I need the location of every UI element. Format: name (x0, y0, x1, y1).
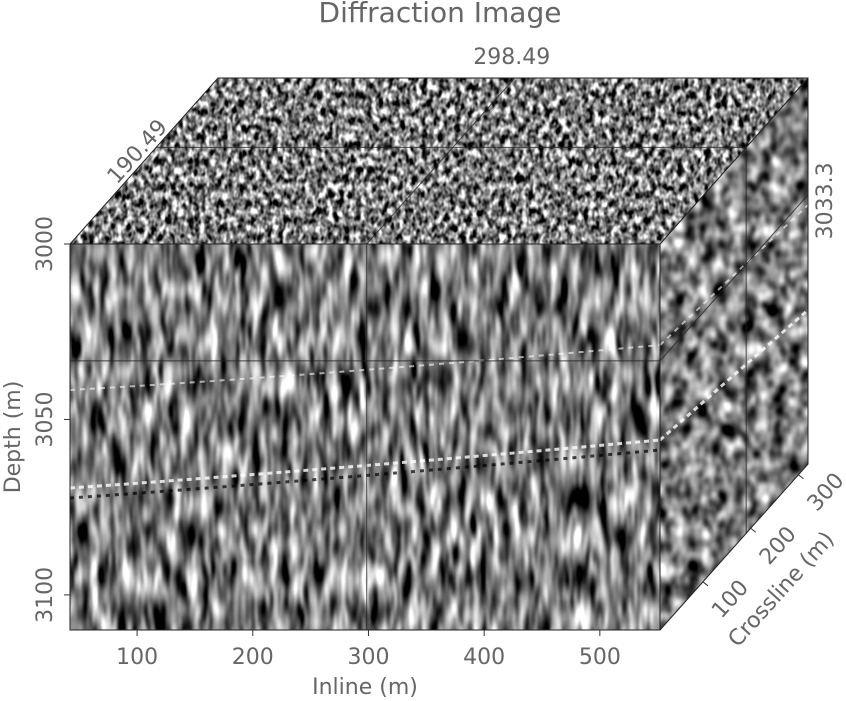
inline-slice (366, 77, 516, 245)
z-tick (750, 527, 757, 533)
depth-slice (659, 194, 809, 362)
y-axis-label: Depth (m) (1, 381, 26, 494)
z-tick (798, 474, 804, 480)
x-axis-label: Inline (m) (312, 675, 418, 700)
y-tick-label: 3100 (33, 567, 58, 623)
front-face (70, 244, 660, 630)
depth-slice-label: 3033.3 (813, 162, 838, 239)
x-tick-label: 100 (116, 645, 158, 670)
x-tick-label: 200 (232, 645, 274, 670)
x-tick-label: 500 (579, 645, 621, 670)
y-tick-label: 3000 (33, 216, 58, 272)
y-tick-label: 3050 (33, 391, 58, 447)
x-tick-label: 400 (463, 645, 505, 670)
chart-title: Diffraction Image (319, 0, 562, 29)
x-tick-label: 300 (347, 645, 389, 670)
z-tick (702, 581, 709, 587)
inline-slice-label: 298.49 (473, 45, 550, 70)
cube-edge (659, 77, 809, 245)
z-tick-label: 300 (803, 468, 846, 516)
